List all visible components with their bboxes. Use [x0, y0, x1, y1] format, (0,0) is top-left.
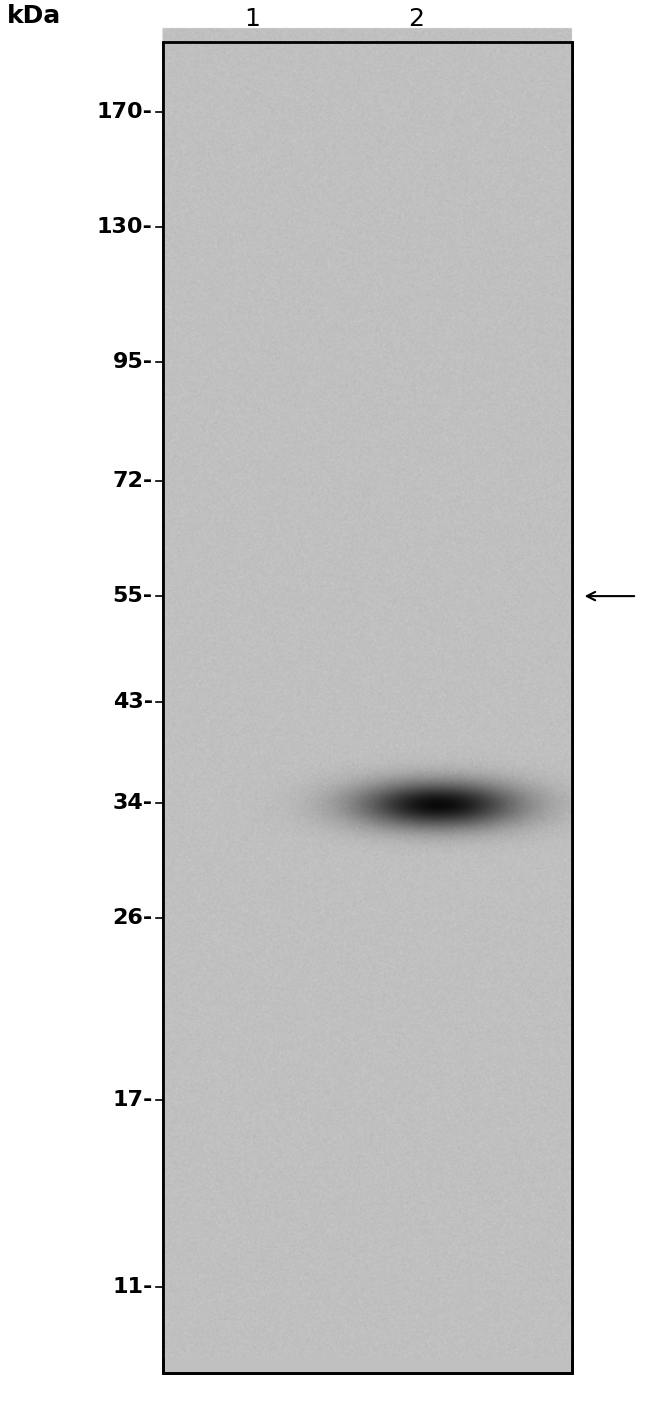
Text: 11-: 11- [112, 1276, 153, 1297]
Bar [162, 42, 572, 1373]
Text: 1: 1 [244, 7, 261, 31]
Text: 170-: 170- [97, 102, 153, 122]
Text: 95-: 95- [112, 352, 153, 371]
Text: 17-: 17- [112, 1090, 153, 1110]
Text: 2: 2 [408, 7, 424, 31]
Text: 55-: 55- [112, 586, 153, 607]
Bar [162, 42, 572, 1373]
Text: 43-: 43- [112, 692, 153, 712]
Text: 130-: 130- [97, 217, 153, 237]
Text: kDa: kDa [6, 4, 60, 28]
Text: 72-: 72- [112, 471, 153, 490]
Text: 26-: 26- [112, 908, 153, 927]
Text: 34-: 34- [112, 793, 153, 813]
